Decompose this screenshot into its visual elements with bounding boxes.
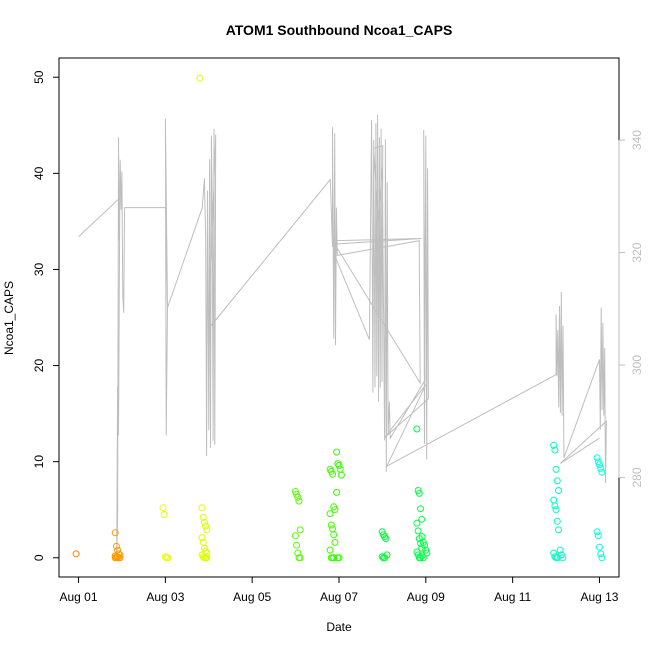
data-point (555, 487, 562, 494)
data-point (415, 489, 423, 497)
data-point (337, 471, 345, 479)
y-tick-label: 30 (32, 262, 46, 276)
data-point (417, 554, 424, 562)
y-tick-label: 50 (32, 70, 46, 84)
data-point (551, 446, 559, 454)
x-tick-label: Aug 05 (233, 590, 271, 604)
data-point (594, 532, 602, 540)
data-point (203, 526, 211, 534)
x-tick-label: Aug 09 (407, 590, 445, 604)
data-point (326, 510, 334, 518)
data-point (293, 541, 301, 549)
data-point (550, 441, 558, 449)
data-point (555, 526, 562, 534)
data-point (329, 470, 336, 478)
data-point (597, 464, 605, 472)
data-point (198, 534, 206, 542)
data-point (326, 546, 334, 554)
data-point (382, 535, 390, 543)
data-point (164, 554, 172, 562)
secondary-series-layer (78, 114, 607, 556)
data-point (598, 554, 606, 562)
x-axis: Aug 01 Aug 03 Aug 05 Aug 07 Aug 09 Aug 11 Aug … (60, 576, 619, 604)
plot-frame (58, 57, 620, 578)
data-point (596, 543, 603, 551)
data-point (202, 522, 210, 530)
data-point (333, 448, 341, 456)
data-point (335, 462, 343, 469)
x-tick-label: Aug 13 (580, 590, 618, 604)
x-tick-label: Aug 07 (320, 590, 358, 604)
data-point (334, 460, 342, 468)
data-point (196, 74, 204, 82)
y-tick-label: 40 (32, 166, 46, 180)
data-point (72, 550, 80, 558)
data-point (552, 465, 560, 473)
data-point (419, 554, 427, 562)
y-tick-label: 10 (32, 455, 46, 469)
points-layer (72, 74, 606, 562)
data-point (327, 521, 335, 529)
data-point (593, 454, 601, 462)
x-axis-label: Date (326, 620, 352, 634)
data-point (553, 477, 561, 485)
y-tick-label: 0 (32, 554, 46, 561)
secondary-y-axis: 280 300 320 340 (618, 130, 644, 487)
data-point (593, 528, 601, 536)
data-point (335, 554, 343, 562)
data-point (296, 526, 304, 534)
secondary-series-line (78, 114, 607, 556)
data-point (116, 554, 124, 562)
data-point (331, 506, 339, 514)
data-point (159, 504, 167, 512)
data-point (413, 425, 421, 433)
data-point (295, 497, 303, 505)
data-point (199, 513, 207, 521)
y2-tick-label: 300 (630, 355, 644, 375)
y2-tick-label: 280 (630, 467, 644, 487)
y-axis-label: Ncoa1_CAPS (2, 281, 16, 355)
y2-tick-label: 320 (630, 242, 644, 262)
data-point (336, 465, 344, 473)
data-point (559, 554, 567, 562)
data-point (198, 504, 206, 512)
y2-tick-label: 340 (630, 130, 644, 150)
data-point (550, 496, 558, 504)
data-point (203, 554, 211, 562)
data-point (291, 532, 299, 540)
data-point (553, 517, 561, 525)
chart-title: ATOM1 Southbound Ncoa1_CAPS (226, 22, 453, 38)
data-point (381, 554, 389, 562)
data-point (333, 488, 341, 496)
data-point (200, 518, 208, 526)
data-point (111, 529, 119, 537)
data-point (596, 461, 603, 469)
y-axis: 0 10 20 30 40 50 (32, 70, 60, 561)
data-point (112, 554, 120, 562)
x-tick-label: Aug 01 (60, 590, 98, 604)
data-point (597, 550, 605, 558)
data-point (296, 554, 304, 562)
data-point (598, 468, 606, 476)
data-point (330, 531, 338, 539)
data-point (413, 519, 421, 527)
data-point (418, 552, 426, 560)
x-tick-label: Aug 03 (146, 590, 184, 604)
data-point (551, 502, 559, 510)
data-point (556, 546, 564, 554)
data-point (421, 541, 428, 549)
data-point (414, 527, 422, 535)
data-point (418, 515, 426, 523)
y-tick-label: 20 (32, 359, 46, 373)
data-point (294, 493, 302, 501)
data-point (331, 538, 339, 546)
x-tick-label: Aug 11 (494, 590, 531, 604)
data-point (552, 506, 560, 514)
data-point (112, 542, 120, 550)
data-point (329, 525, 336, 533)
data-point (417, 505, 424, 513)
data-point (330, 554, 338, 562)
data-point (160, 511, 168, 518)
